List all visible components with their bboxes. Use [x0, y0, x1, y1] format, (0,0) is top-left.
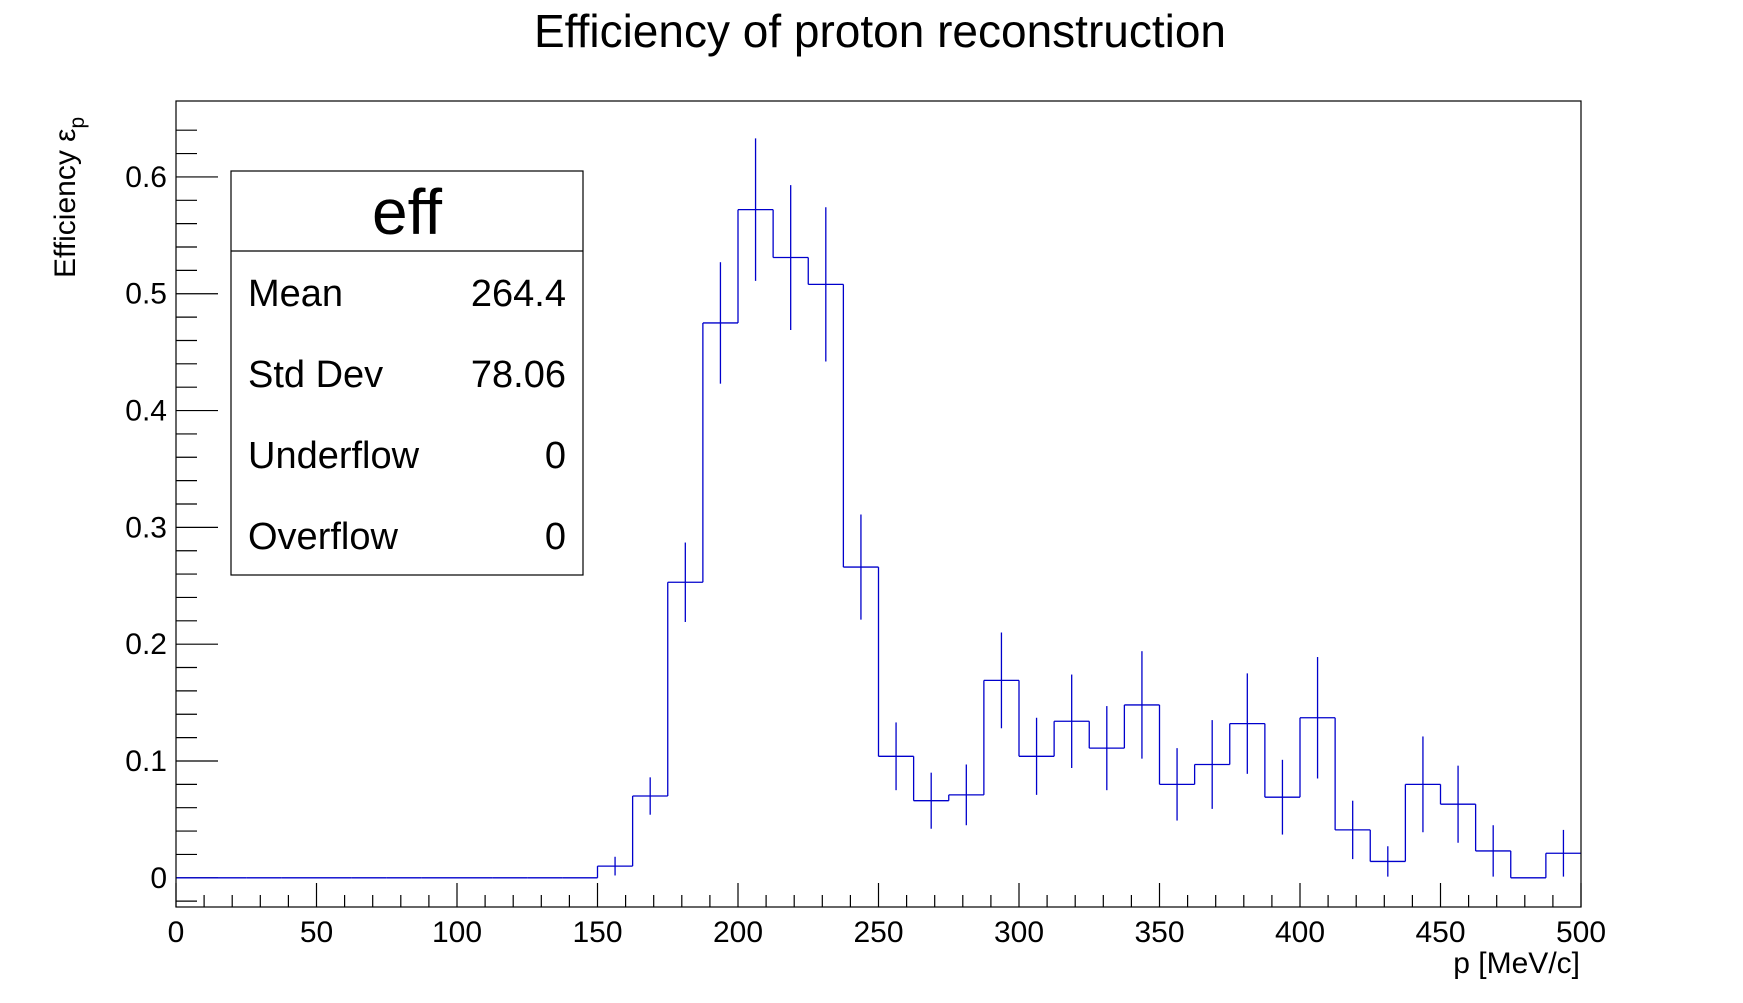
x-tick-label: 450 — [1415, 916, 1465, 949]
plot-frame — [175, 100, 1582, 908]
y-tick-label: 0.3 — [125, 511, 167, 544]
stats-row-value: 78.06 — [471, 354, 566, 396]
y-tick-labels: 0 0.1 0.2 0.3 0.4 0.5 0.6 — [125, 161, 167, 895]
stats-row-label: Std Dev — [248, 354, 383, 396]
stats-row-label: Mean — [248, 273, 343, 315]
y-tick-label: 0.6 — [125, 161, 167, 194]
x-tick-labels: 0 50 100 150 200 250 300 350 400 450 500 — [168, 916, 1606, 949]
y-tick-label: 0.1 — [125, 745, 167, 778]
x-tick-label: 200 — [713, 916, 763, 949]
x-tick-label: 50 — [300, 916, 333, 949]
y-tick-label: 0 — [150, 862, 167, 895]
y-axis-label-main: Efficiency ε — [49, 128, 82, 278]
y-axis-label-subscript: p — [66, 117, 89, 129]
stats-row-value: 264.4 — [471, 273, 566, 315]
y-tick-label: 0.2 — [125, 628, 167, 661]
x-tick-label: 500 — [1556, 916, 1606, 949]
stats-box-frame — [230, 170, 584, 576]
chart-title: Efficiency of proton reconstruction — [534, 5, 1226, 57]
x-tick-label: 250 — [853, 916, 903, 949]
y-tick-label: 0.5 — [125, 278, 167, 311]
error-bars — [614, 138, 1565, 877]
stats-box-title: eff — [372, 176, 442, 248]
x-tick-label: 150 — [572, 916, 622, 949]
x-tick-label: 400 — [1275, 916, 1325, 949]
x-tick-label: 0 — [168, 916, 185, 949]
x-axis-label: p [MeV/c] — [1453, 947, 1580, 980]
x-tick-label: 350 — [1134, 916, 1184, 949]
stats-row-value: 0 — [545, 435, 566, 477]
stats-row-label: Underflow — [248, 435, 420, 477]
x-tick-label: 100 — [432, 916, 482, 949]
stats-row-value: 0 — [545, 516, 566, 558]
x-tick-label: 300 — [994, 916, 1044, 949]
stats-box: eff Mean 264.4 Std Dev 78.06 Underflow 0… — [230, 170, 584, 576]
y-tick-label: 0.4 — [125, 395, 167, 428]
y-axis-label: Efficiency εp — [49, 117, 89, 278]
stats-row-label: Overflow — [248, 516, 398, 558]
